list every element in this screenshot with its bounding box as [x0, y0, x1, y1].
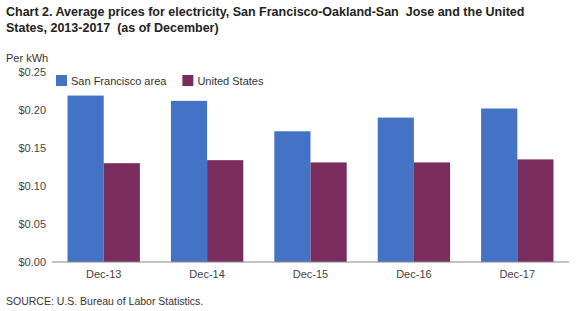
x-tick-label: Dec-16	[396, 268, 431, 280]
legend-label: San Francisco area	[71, 75, 167, 87]
bar	[481, 108, 517, 262]
bar	[311, 162, 347, 262]
y-axis-label: Per kWh	[6, 52, 48, 64]
x-axis: Dec-13 Dec-14 Dec-15 Dec-16 Dec-17	[52, 262, 569, 280]
x-tick-label: Dec-13	[86, 268, 121, 280]
bar	[104, 163, 140, 262]
x-tick-label: Dec-14	[189, 268, 224, 280]
title: States, 2013-2017 (as of December)	[6, 21, 219, 35]
bar	[274, 131, 310, 262]
y-axis: $0.00 $0.05 $0.10 $0.15 $0.20 $0.25	[18, 66, 46, 268]
legend-label: United States	[197, 75, 264, 87]
x-tick-label: Dec-15	[293, 268, 328, 280]
bars	[68, 96, 554, 262]
bar	[414, 162, 450, 262]
legend-swatch	[56, 75, 67, 86]
legend: San Francisco area United States	[56, 75, 264, 87]
y-tick-label: $0.00	[18, 256, 46, 268]
y-tick-label: $0.10	[18, 180, 46, 192]
title: Chart 2. Average prices for electricity,…	[6, 5, 524, 19]
y-tick-label: $0.15	[18, 142, 46, 154]
chart: Chart 2. Average prices for electricity,…	[0, 0, 579, 311]
bar	[207, 160, 243, 262]
bar	[171, 101, 207, 262]
x-tick-label: Dec-17	[500, 268, 535, 280]
bar	[517, 159, 553, 262]
y-tick-label: $0.05	[18, 218, 46, 230]
y-tick-label: $0.25	[18, 66, 46, 78]
x-axis-line	[52, 262, 569, 263]
bar	[68, 96, 104, 262]
legend-swatch	[182, 75, 193, 86]
y-tick-label: $0.20	[18, 104, 46, 116]
bar	[378, 118, 414, 262]
source-note: SOURCE: U.S. Bureau of Labor Statistics.	[6, 295, 203, 307]
